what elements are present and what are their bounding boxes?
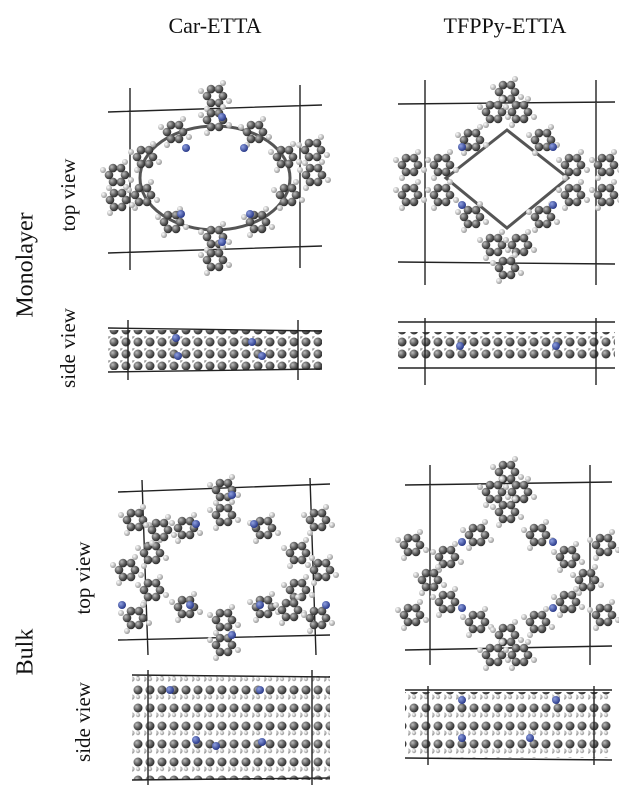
column-header: Car-ETTA: [168, 13, 261, 38]
figure: Car-ETTA TFPPy-ETTA Monolayer top view s…: [0, 0, 619, 787]
structure-tfppy-bulk-side: [405, 686, 612, 765]
structure-car-mono-side: [108, 320, 322, 380]
structure-car-bulk-side: [132, 670, 330, 785]
structure-tfppy-mono-top: [393, 76, 619, 285]
row-label: Bulk: [13, 629, 39, 676]
view-label: side view: [71, 681, 95, 762]
view-label: side view: [56, 307, 80, 388]
structure-car-mono-top: [100, 80, 331, 276]
view-label: top view: [71, 541, 95, 615]
view-label: top view: [56, 158, 80, 232]
column-header: TFPPy-ETTA: [444, 13, 567, 38]
structure-tfppy-bulk-top: [395, 456, 619, 671]
structure-car-bulk-top: [110, 474, 339, 661]
structure-tfppy-mono-side: [398, 318, 615, 385]
row-label: Monolayer: [13, 212, 39, 317]
